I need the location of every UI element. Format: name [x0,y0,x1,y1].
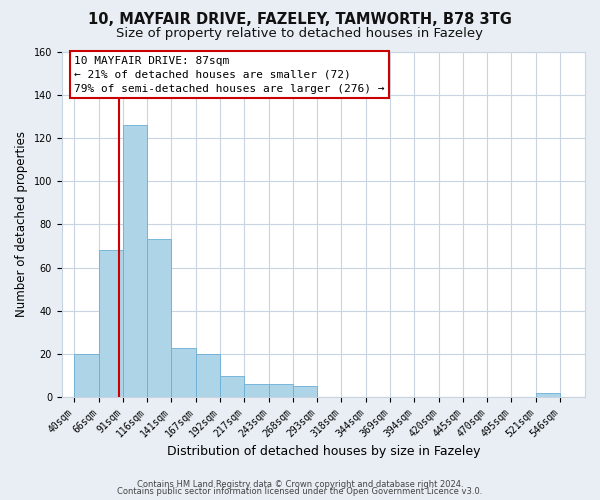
Text: Contains public sector information licensed under the Open Government Licence v3: Contains public sector information licen… [118,487,482,496]
Bar [536,393,560,397]
Text: 10 MAYFAIR DRIVE: 87sqm
← 21% of detached houses are smaller (72)
79% of semi-de: 10 MAYFAIR DRIVE: 87sqm ← 21% of detache… [74,56,385,94]
Text: Contains HM Land Registry data © Crown copyright and database right 2024.: Contains HM Land Registry data © Crown c… [137,480,463,489]
Bar [244,384,269,397]
Bar [123,125,147,397]
Bar [74,354,99,397]
Y-axis label: Number of detached properties: Number of detached properties [15,132,28,318]
Text: 10, MAYFAIR DRIVE, FAZELEY, TAMWORTH, B78 3TG: 10, MAYFAIR DRIVE, FAZELEY, TAMWORTH, B7… [88,12,512,28]
Bar [99,250,123,397]
Bar [147,240,171,397]
Bar [269,384,293,397]
Bar [293,386,317,397]
Bar [171,348,196,397]
X-axis label: Distribution of detached houses by size in Fazeley: Distribution of detached houses by size … [167,444,480,458]
Bar [220,376,244,397]
Text: Size of property relative to detached houses in Fazeley: Size of property relative to detached ho… [116,28,484,40]
Bar [196,354,220,397]
